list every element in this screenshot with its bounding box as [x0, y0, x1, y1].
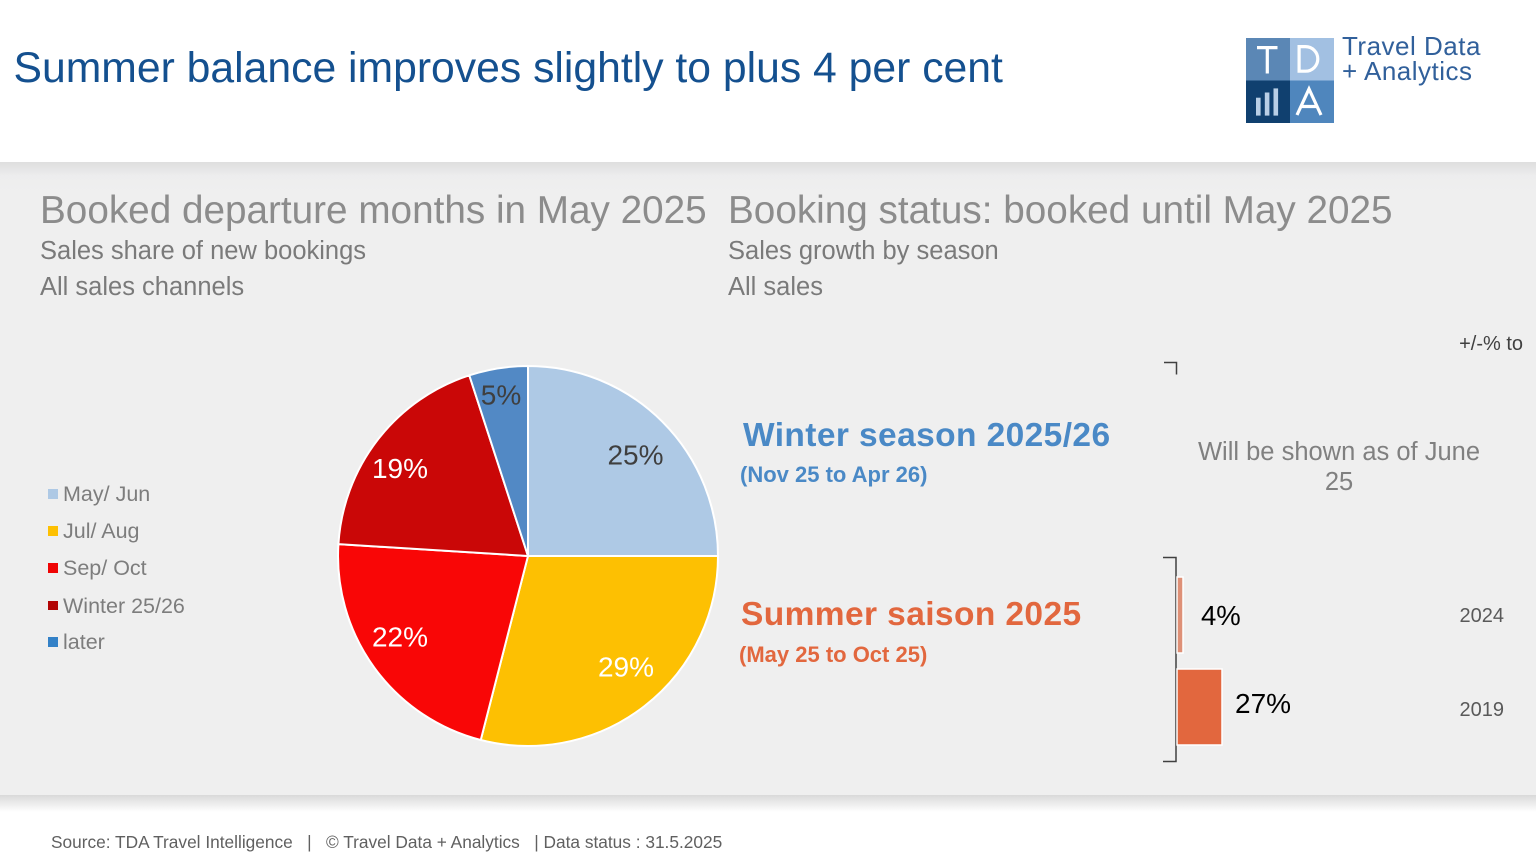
- svg-text:22%: 22%: [372, 622, 428, 653]
- svg-text:19%: 19%: [372, 453, 428, 484]
- svg-text:25%: 25%: [607, 440, 663, 471]
- svg-text:29%: 29%: [598, 652, 654, 683]
- svg-text:5%: 5%: [481, 380, 521, 411]
